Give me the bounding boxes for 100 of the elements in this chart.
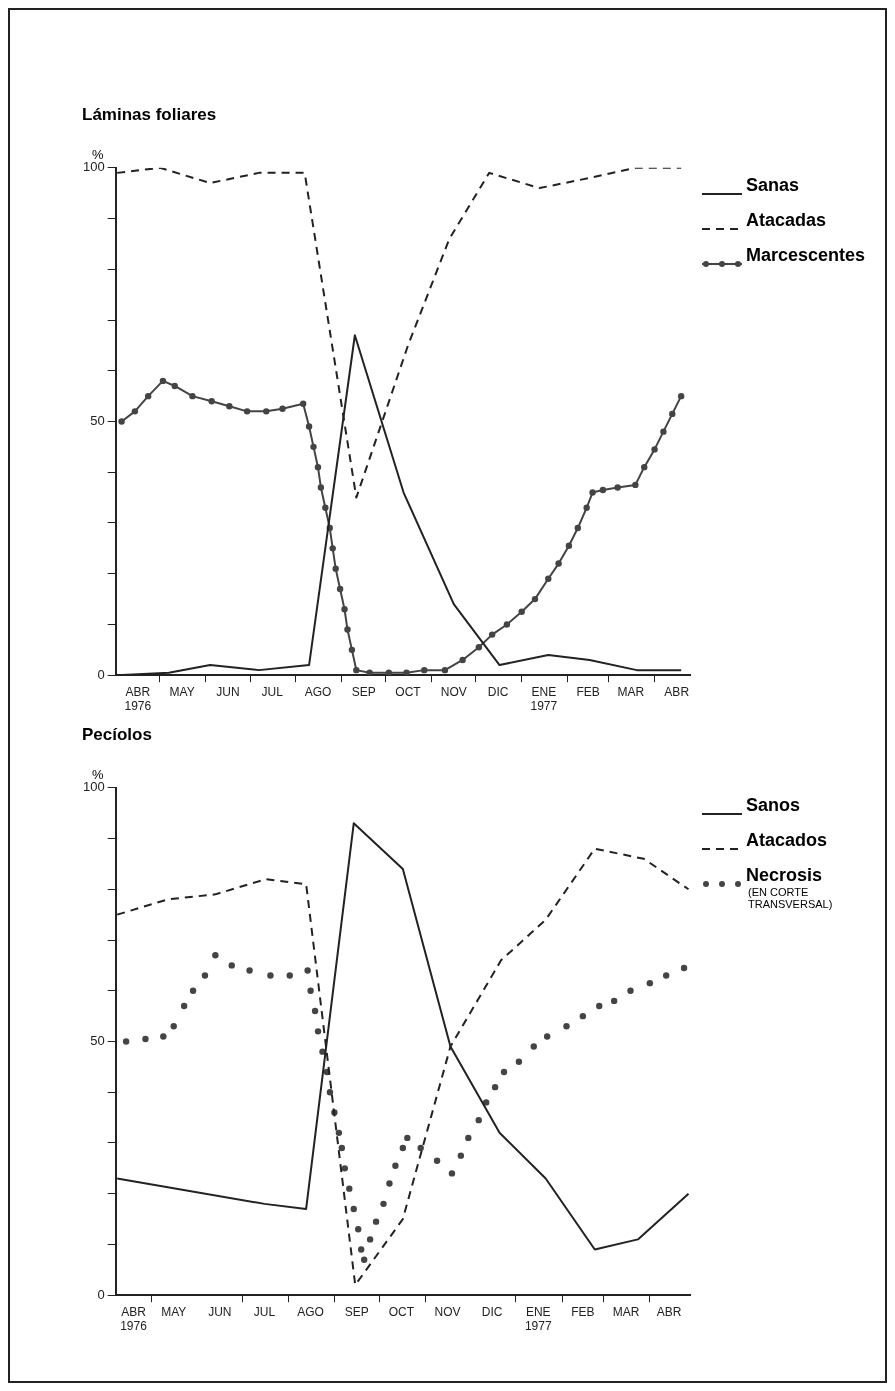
point <box>332 565 339 572</box>
point <box>180 1002 188 1010</box>
x-tick-label: FEB <box>571 1304 595 1319</box>
point <box>322 504 329 511</box>
x-tick-label: ABR <box>664 684 690 699</box>
point <box>531 595 539 603</box>
point <box>433 1157 441 1164</box>
point <box>208 398 215 405</box>
point <box>353 666 360 674</box>
point <box>350 1205 357 1213</box>
x-tick-label: DIC <box>487 684 509 699</box>
point <box>263 408 270 415</box>
point <box>144 392 152 400</box>
point <box>311 1007 319 1015</box>
y-tick-label: 50 <box>90 1033 105 1049</box>
point <box>243 408 251 415</box>
x-tick-label: ABR <box>656 1304 682 1319</box>
x-tick-label: MAR <box>612 1304 640 1319</box>
point <box>380 1200 387 1208</box>
text: (EN CORTE TRANSVERSAL) <box>748 886 834 910</box>
legend-label: Atacados <box>746 830 828 851</box>
point <box>338 1144 346 1152</box>
y-tick-label: 0 <box>97 1286 105 1302</box>
point <box>417 1144 424 1152</box>
x-tick-label: JUN <box>216 684 240 699</box>
point <box>267 972 274 979</box>
point <box>680 964 688 972</box>
point <box>336 585 344 593</box>
point <box>651 446 658 453</box>
x-tick-label: ABR 1976 <box>120 1304 148 1334</box>
point <box>317 484 325 491</box>
point <box>475 1116 482 1124</box>
point <box>212 952 219 959</box>
point <box>171 382 178 390</box>
point <box>357 1246 365 1253</box>
y-tick-label: 50 <box>90 413 105 429</box>
point <box>669 410 676 418</box>
x-tick-label: OCT <box>388 1304 415 1319</box>
point <box>131 408 139 415</box>
point <box>170 1023 177 1030</box>
point <box>599 486 607 494</box>
x-tick-label: OCT <box>395 684 422 699</box>
point <box>341 606 348 613</box>
point <box>307 987 314 994</box>
point <box>279 405 286 413</box>
point <box>475 644 483 651</box>
point <box>488 631 496 638</box>
point <box>610 997 618 1005</box>
legend-label: Necrosis <box>746 865 823 886</box>
line-series <box>116 167 683 499</box>
point <box>503 621 511 628</box>
point <box>360 1256 368 1263</box>
x-tick-label: ENE 1977 <box>524 1304 552 1334</box>
point <box>596 1002 603 1010</box>
x-tick-label: ENE 1977 <box>530 684 558 714</box>
point <box>660 428 667 435</box>
point <box>372 1218 380 1225</box>
point <box>122 1038 130 1045</box>
point <box>341 1165 349 1172</box>
point <box>329 545 336 552</box>
point <box>386 1180 393 1187</box>
point <box>421 666 428 674</box>
point <box>189 392 196 400</box>
point <box>491 1083 499 1091</box>
point <box>515 1058 523 1065</box>
point <box>530 1043 537 1050</box>
legend-label: Sanos <box>746 795 801 816</box>
point <box>518 608 525 615</box>
legend-label: Sanas <box>746 175 800 196</box>
point <box>189 987 197 994</box>
point <box>310 443 317 451</box>
point <box>246 967 253 974</box>
x-tick-label: JUN <box>208 1304 232 1319</box>
point <box>118 418 125 425</box>
point <box>543 1033 551 1040</box>
y-tick-label: 100 <box>82 779 105 795</box>
point <box>392 1162 399 1170</box>
y-tick-label: 0 <box>97 666 105 682</box>
point <box>457 1152 465 1159</box>
point <box>545 575 552 582</box>
x-tick-label: AGO <box>297 1304 324 1319</box>
page-border: Láminas foliares % ABR 1976 MAY JUN JUL AGO SEP OCT NOV DIC ENE 1977 FEB MAR ABR 0 50 100 Sanas Atacadas Marcescentes Pecíolos % ABR 1976 MAY JUN JUL AGO SEP OCT NOV DIC ENE 1977 FEB MAR ABR 0 50 100 Sanos Atacados Necrosis (EN CORTE TRANSVERSAL) <box>8 8 887 1383</box>
x-tick-label: MAR <box>617 684 645 699</box>
point <box>448 1170 456 1177</box>
y-axis-title: % <box>92 767 104 782</box>
x-tick-label: SEP <box>344 1304 369 1319</box>
point <box>305 423 313 430</box>
x-tick-label: SEP <box>351 684 376 699</box>
point <box>385 669 393 676</box>
x-tick-label: DIC <box>481 1304 503 1319</box>
point <box>344 626 351 633</box>
point <box>641 463 648 471</box>
point <box>574 524 581 532</box>
point <box>159 377 167 385</box>
x-tick-label: JUL <box>253 1304 276 1319</box>
point <box>563 1023 570 1030</box>
x-tick-label: NOV <box>440 684 467 699</box>
point <box>555 560 562 567</box>
legend-label: Atacadas <box>746 210 827 231</box>
point <box>632 481 639 489</box>
